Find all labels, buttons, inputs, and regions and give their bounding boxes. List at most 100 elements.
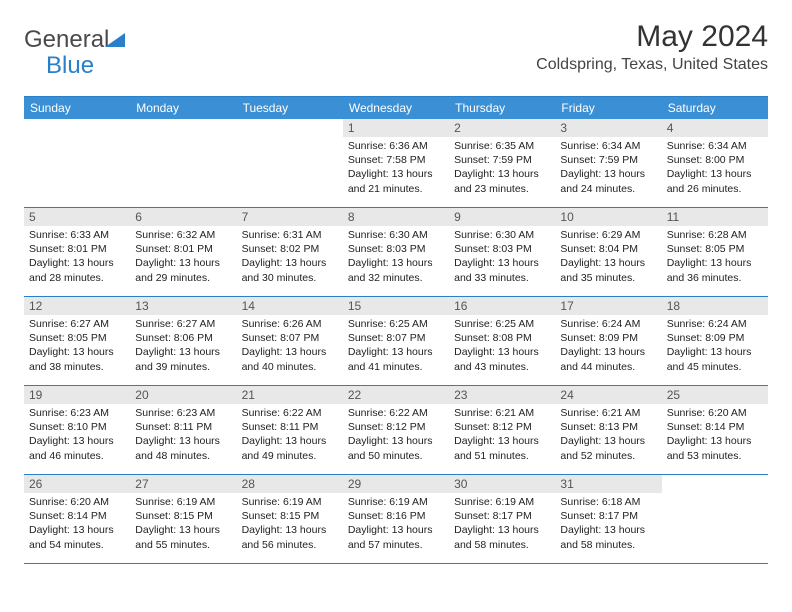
calendar-day-cell — [662, 475, 768, 564]
day-body: Sunrise: 6:20 AMSunset: 8:14 PMDaylight:… — [24, 493, 130, 556]
month-title: May 2024 — [536, 20, 768, 54]
sunset-text: Sunset: 8:05 PM — [29, 331, 125, 345]
day-number: 21 — [237, 386, 343, 404]
sunrise-text: Sunrise: 6:18 AM — [560, 495, 656, 509]
calendar-table: SundayMondayTuesdayWednesdayThursdayFrid… — [24, 97, 768, 564]
daylight-text: Daylight: 13 hours and 33 minutes. — [454, 256, 550, 284]
calendar-day-cell: 21Sunrise: 6:22 AMSunset: 8:11 PMDayligh… — [237, 386, 343, 475]
day-number: 14 — [237, 297, 343, 315]
calendar-day-cell: 2Sunrise: 6:35 AMSunset: 7:59 PMDaylight… — [449, 119, 555, 208]
location-text: Coldspring, Texas, United States — [536, 56, 768, 74]
calendar-week-row: 26Sunrise: 6:20 AMSunset: 8:14 PMDayligh… — [24, 475, 768, 564]
sunset-text: Sunset: 8:17 PM — [560, 509, 656, 523]
daylight-text: Daylight: 13 hours and 40 minutes. — [242, 345, 338, 373]
sunset-text: Sunset: 8:09 PM — [560, 331, 656, 345]
sunrise-text: Sunrise: 6:24 AM — [667, 317, 763, 331]
daylight-text: Daylight: 13 hours and 56 minutes. — [242, 523, 338, 551]
day-number: 25 — [662, 386, 768, 404]
daylight-text: Daylight: 13 hours and 55 minutes. — [135, 523, 231, 551]
day-body: Sunrise: 6:30 AMSunset: 8:03 PMDaylight:… — [449, 226, 555, 289]
calendar-day-cell: 4Sunrise: 6:34 AMSunset: 8:00 PMDaylight… — [662, 119, 768, 208]
sunset-text: Sunset: 8:11 PM — [135, 420, 231, 434]
day-number: 9 — [449, 208, 555, 226]
calendar-day-cell: 22Sunrise: 6:22 AMSunset: 8:12 PMDayligh… — [343, 386, 449, 475]
day-number: 27 — [130, 475, 236, 493]
sunset-text: Sunset: 8:13 PM — [560, 420, 656, 434]
day-number: 11 — [662, 208, 768, 226]
daylight-text: Daylight: 13 hours and 43 minutes. — [454, 345, 550, 373]
day-body: Sunrise: 6:26 AMSunset: 8:07 PMDaylight:… — [237, 315, 343, 378]
daylight-text: Daylight: 13 hours and 39 minutes. — [135, 345, 231, 373]
daylight-text: Daylight: 13 hours and 51 minutes. — [454, 434, 550, 462]
day-number: 20 — [130, 386, 236, 404]
sunrise-text: Sunrise: 6:34 AM — [667, 139, 763, 153]
sunset-text: Sunset: 8:09 PM — [667, 331, 763, 345]
day-number: 31 — [555, 475, 661, 493]
calendar-body: 1Sunrise: 6:36 AMSunset: 7:58 PMDaylight… — [24, 119, 768, 564]
daylight-text: Daylight: 13 hours and 46 minutes. — [29, 434, 125, 462]
calendar-day-cell: 15Sunrise: 6:25 AMSunset: 8:07 PMDayligh… — [343, 297, 449, 386]
day-number: 2 — [449, 119, 555, 137]
daylight-text: Daylight: 13 hours and 50 minutes. — [348, 434, 444, 462]
logo-text-1: General — [24, 26, 109, 53]
sunrise-text: Sunrise: 6:21 AM — [560, 406, 656, 420]
weekday-row: SundayMondayTuesdayWednesdayThursdayFrid… — [24, 97, 768, 119]
sunrise-text: Sunrise: 6:20 AM — [667, 406, 763, 420]
day-number: 19 — [24, 386, 130, 404]
daylight-text: Daylight: 13 hours and 35 minutes. — [560, 256, 656, 284]
calendar-day-cell: 16Sunrise: 6:25 AMSunset: 8:08 PMDayligh… — [449, 297, 555, 386]
daylight-text: Daylight: 13 hours and 53 minutes. — [667, 434, 763, 462]
day-body: Sunrise: 6:28 AMSunset: 8:05 PMDaylight:… — [662, 226, 768, 289]
sunrise-text: Sunrise: 6:32 AM — [135, 228, 231, 242]
sunrise-text: Sunrise: 6:34 AM — [560, 139, 656, 153]
calendar-day-cell: 20Sunrise: 6:23 AMSunset: 8:11 PMDayligh… — [130, 386, 236, 475]
day-body: Sunrise: 6:35 AMSunset: 7:59 PMDaylight:… — [449, 137, 555, 200]
day-body: Sunrise: 6:19 AMSunset: 8:17 PMDaylight:… — [449, 493, 555, 556]
day-number: 17 — [555, 297, 661, 315]
day-body: Sunrise: 6:18 AMSunset: 8:17 PMDaylight:… — [555, 493, 661, 556]
daylight-text: Daylight: 13 hours and 52 minutes. — [560, 434, 656, 462]
sunrise-text: Sunrise: 6:31 AM — [242, 228, 338, 242]
day-body: Sunrise: 6:30 AMSunset: 8:03 PMDaylight:… — [343, 226, 449, 289]
day-body: Sunrise: 6:29 AMSunset: 8:04 PMDaylight:… — [555, 226, 661, 289]
daylight-text: Daylight: 13 hours and 49 minutes. — [242, 434, 338, 462]
sunset-text: Sunset: 8:07 PM — [348, 331, 444, 345]
day-body: Sunrise: 6:31 AMSunset: 8:02 PMDaylight:… — [237, 226, 343, 289]
sunrise-text: Sunrise: 6:35 AM — [454, 139, 550, 153]
calendar-day-cell: 10Sunrise: 6:29 AMSunset: 8:04 PMDayligh… — [555, 208, 661, 297]
day-body: Sunrise: 6:22 AMSunset: 8:11 PMDaylight:… — [237, 404, 343, 467]
sunset-text: Sunset: 8:07 PM — [242, 331, 338, 345]
sunrise-text: Sunrise: 6:19 AM — [454, 495, 550, 509]
day-body: Sunrise: 6:36 AMSunset: 7:58 PMDaylight:… — [343, 137, 449, 200]
sunset-text: Sunset: 8:01 PM — [29, 242, 125, 256]
daylight-text: Daylight: 13 hours and 58 minutes. — [454, 523, 550, 551]
day-body: Sunrise: 6:25 AMSunset: 8:08 PMDaylight:… — [449, 315, 555, 378]
sunset-text: Sunset: 8:14 PM — [29, 509, 125, 523]
calendar-week-row: 12Sunrise: 6:27 AMSunset: 8:05 PMDayligh… — [24, 297, 768, 386]
calendar-day-cell: 18Sunrise: 6:24 AMSunset: 8:09 PMDayligh… — [662, 297, 768, 386]
sunrise-text: Sunrise: 6:19 AM — [348, 495, 444, 509]
weekday-header: Sunday — [24, 97, 130, 119]
logo-triangle-icon — [105, 26, 125, 54]
day-body: Sunrise: 6:23 AMSunset: 8:10 PMDaylight:… — [24, 404, 130, 467]
day-body: Sunrise: 6:19 AMSunset: 8:15 PMDaylight:… — [130, 493, 236, 556]
daylight-text: Daylight: 13 hours and 57 minutes. — [348, 523, 444, 551]
sunset-text: Sunset: 8:06 PM — [135, 331, 231, 345]
weekday-header: Thursday — [449, 97, 555, 119]
daylight-text: Daylight: 13 hours and 58 minutes. — [560, 523, 656, 551]
day-number: 3 — [555, 119, 661, 137]
daylight-text: Daylight: 13 hours and 29 minutes. — [135, 256, 231, 284]
sunset-text: Sunset: 8:03 PM — [454, 242, 550, 256]
sunrise-text: Sunrise: 6:20 AM — [29, 495, 125, 509]
calendar-page: General Blue May 2024 Coldspring, Texas,… — [0, 0, 792, 584]
calendar-day-cell: 5Sunrise: 6:33 AMSunset: 8:01 PMDaylight… — [24, 208, 130, 297]
sunset-text: Sunset: 7:59 PM — [560, 153, 656, 167]
weekday-header: Wednesday — [343, 97, 449, 119]
sunset-text: Sunset: 8:15 PM — [135, 509, 231, 523]
sunrise-text: Sunrise: 6:23 AM — [135, 406, 231, 420]
day-body: Sunrise: 6:27 AMSunset: 8:05 PMDaylight:… — [24, 315, 130, 378]
day-body: Sunrise: 6:34 AMSunset: 8:00 PMDaylight:… — [662, 137, 768, 200]
day-number: 13 — [130, 297, 236, 315]
sunset-text: Sunset: 7:58 PM — [348, 153, 444, 167]
calendar-week-row: 19Sunrise: 6:23 AMSunset: 8:10 PMDayligh… — [24, 386, 768, 475]
